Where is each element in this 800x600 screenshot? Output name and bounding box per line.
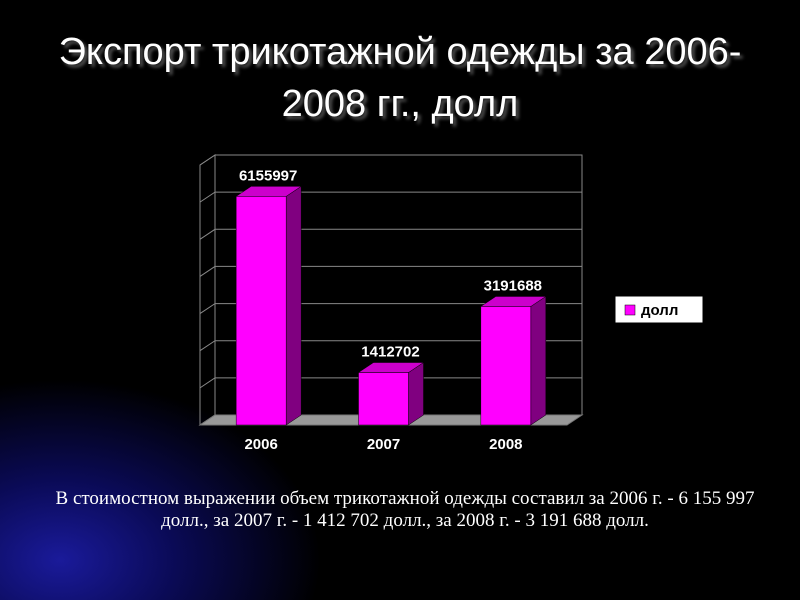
bar xyxy=(235,196,287,426)
x-tick-label: 2007 xyxy=(367,436,400,453)
value-label: 1412702 xyxy=(361,343,419,360)
legend-label: долл xyxy=(641,302,678,319)
value-label: 6155997 xyxy=(239,167,297,184)
x-tick-label: 2006 xyxy=(244,436,277,453)
x-tick-label: 2008 xyxy=(489,436,522,453)
caption: В стоимостном выражении объем трикотажно… xyxy=(55,488,755,531)
bar xyxy=(358,372,409,426)
side-wall xyxy=(199,154,216,426)
grid-line xyxy=(199,154,582,166)
bar-side xyxy=(408,362,424,426)
grid-line xyxy=(199,228,582,240)
grid-line xyxy=(199,377,582,389)
grid-line xyxy=(199,303,582,314)
grid-line xyxy=(199,265,582,277)
legend-swatch xyxy=(624,304,636,316)
grid-line xyxy=(199,191,582,203)
bar-side xyxy=(285,185,302,426)
slide-title: Экспорт трикотажной одежды за 2006-2008 … xyxy=(58,31,742,125)
grid-line xyxy=(199,340,582,352)
value-label: 3191688 xyxy=(484,277,542,294)
bar xyxy=(480,306,532,426)
bar-side xyxy=(530,295,547,426)
